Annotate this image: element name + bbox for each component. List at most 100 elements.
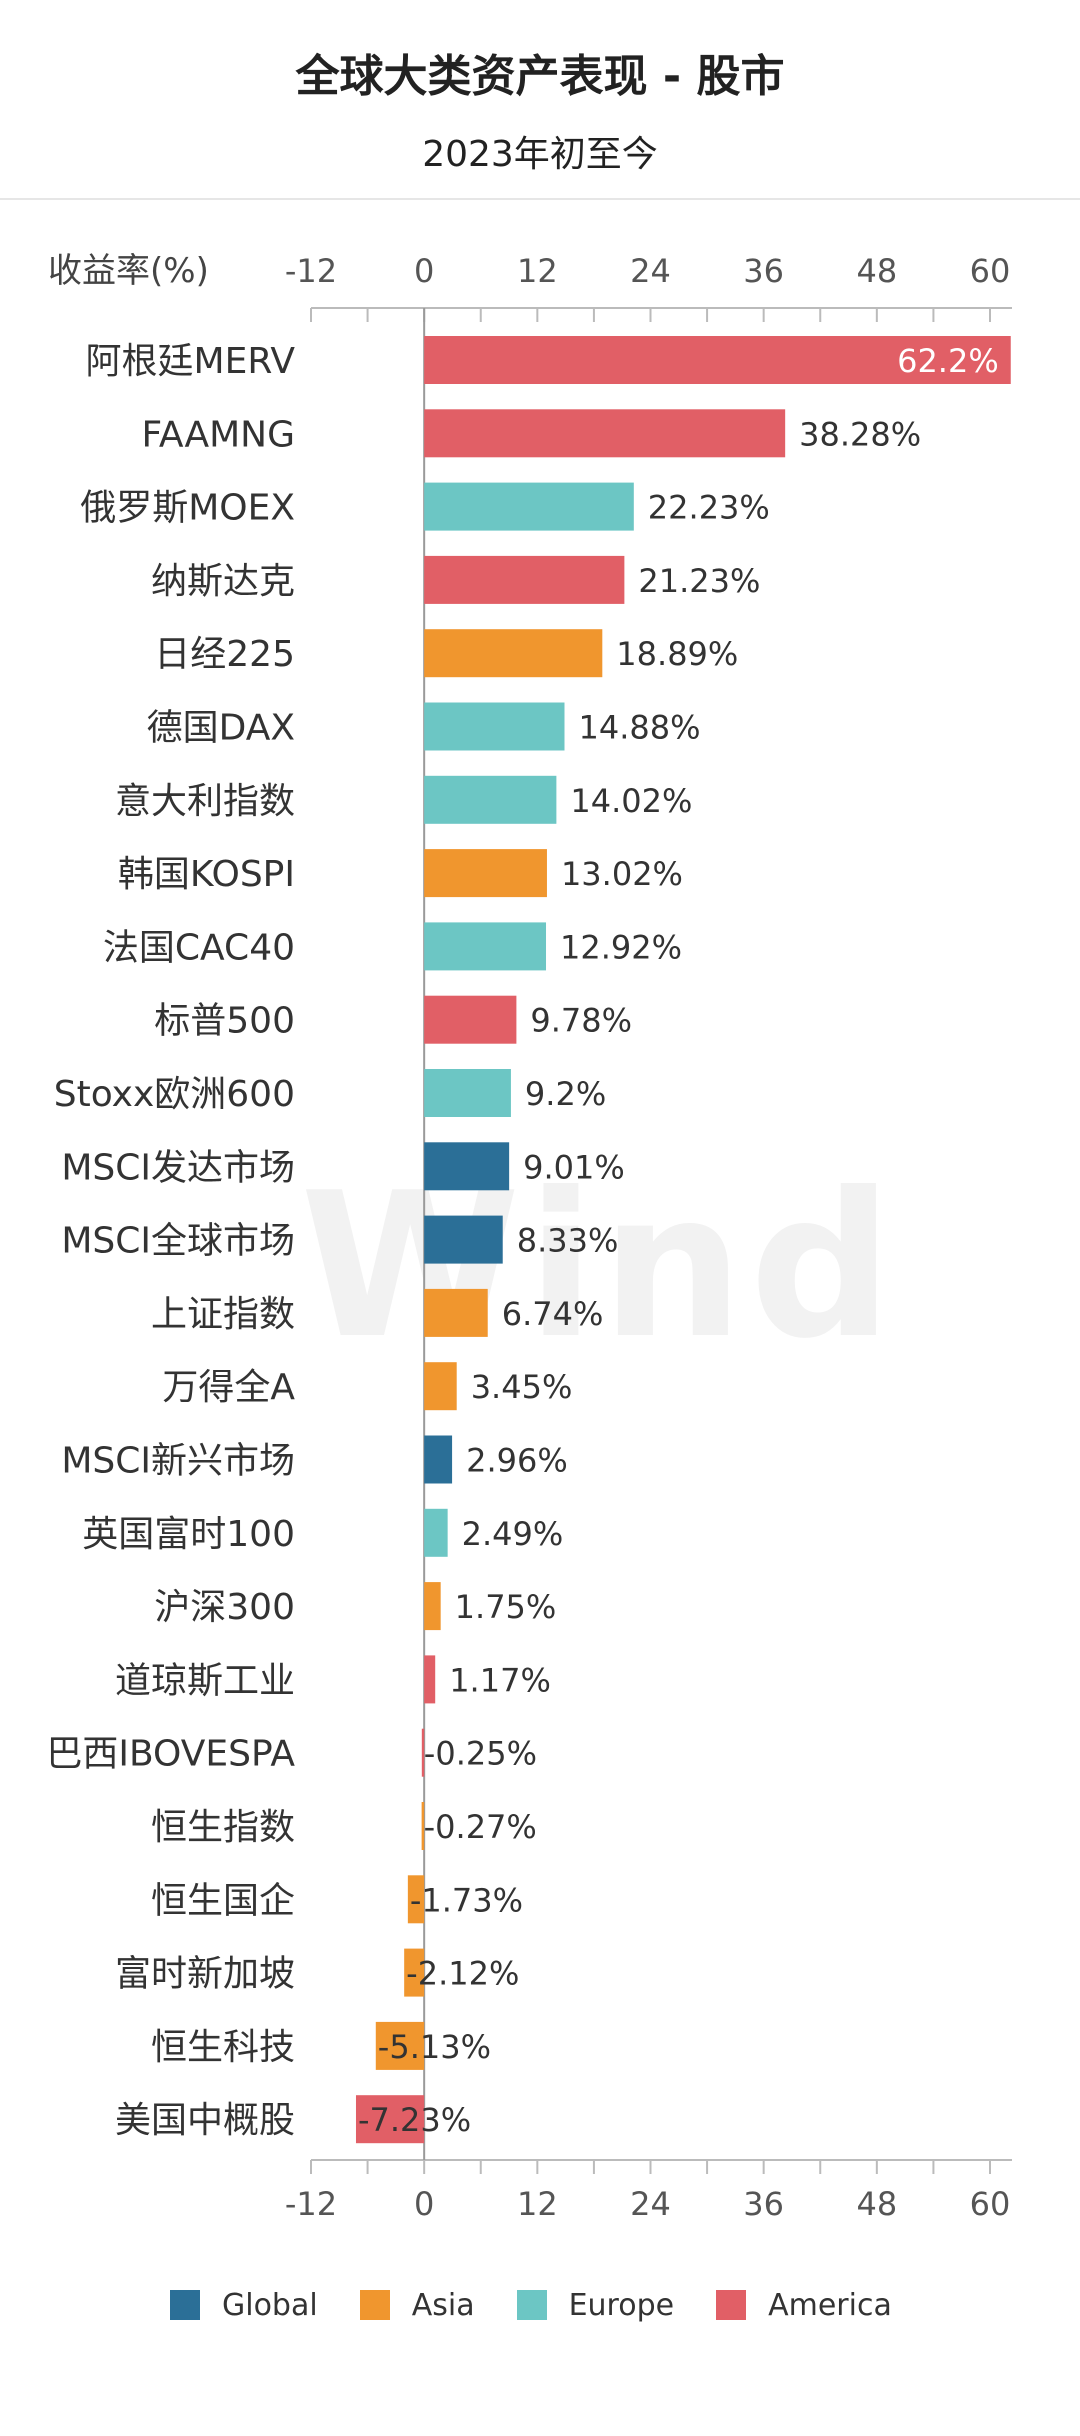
bar [404,1948,425,1997]
category-label: 恒生指数 [151,1807,295,1848]
top-tick-label: 12 [517,252,558,290]
bottom-tick-label: 60 [970,2185,1011,2223]
bar [424,702,565,751]
watermark: Wind [300,1150,899,1383]
category-label: 恒生国企 [151,1880,295,1921]
bar [424,1362,457,1411]
bottom-tick-label: 12 [517,2185,558,2223]
chart-header: 全球大类资产表现 - 股市 2023年初至今 [0,0,1080,200]
data-label: 22.23% [648,489,770,527]
category-label: 意大利指数 [115,781,295,822]
category-label: 巴西IBOVESPA [46,1734,295,1775]
bar [424,1142,510,1191]
top-tick-label: -12 [285,252,337,290]
legend-item-europe: Europe [516,2287,675,2323]
data-label: 1.17% [449,1661,551,1699]
bar [424,409,786,458]
category-label: 上证指数 [151,1294,295,1335]
legend-item-global: Global [170,2288,318,2323]
legend-swatch [359,2290,390,2320]
bar [375,2021,425,2070]
category-label: 英国富时100 [82,1514,295,1555]
bar [424,1288,488,1337]
bar [424,555,625,604]
category-label: 俄罗斯MOEX [80,488,295,529]
bar [424,1435,453,1484]
legend-label: Europe [568,2287,675,2323]
legend-swatch [170,2290,200,2320]
bar [424,1655,436,1704]
category-label: MSCI全球市场 [61,1221,295,1262]
top-tick-label: 36 [743,252,784,290]
bar [355,2095,425,2144]
category-label: 沪深300 [154,1587,295,1628]
category-label: 日经225 [154,634,295,675]
data-label: 38.28% [799,415,921,453]
axis-label: 收益率(%) [48,251,209,291]
top-tick-label: 24 [630,252,671,290]
bar [421,1728,425,1777]
bar [424,482,634,531]
bottom-tick-label: 0 [414,2185,434,2223]
top-tick-label: 60 [970,252,1011,290]
data-label: 9.01% [523,1148,625,1186]
category-label: 法国CAC40 [103,927,295,968]
data-label: 21.23% [638,562,760,600]
bar [424,1582,441,1631]
legend-label: Asia [411,2287,475,2323]
data-label: 14.02% [570,782,692,820]
legend-label: Global [222,2287,318,2323]
legend-swatch [516,2290,547,2320]
category-label: 道琼斯工业 [115,1660,295,1701]
bar [421,1802,425,1850]
bar [424,1215,503,1264]
bar [424,775,557,824]
bar [407,1875,425,1924]
legend-item-america: America [716,2288,892,2323]
category-label: Stoxx欧洲600 [54,1074,295,1115]
legend-swatch [716,2290,747,2320]
category-label: MSCI新兴市场 [61,1441,295,1482]
category-label: 富时新加坡 [115,1954,295,1995]
bottom-tick-label: 36 [743,2185,784,2223]
data-label: 8.33% [517,1222,619,1260]
top-tick-label: 48 [856,252,897,290]
chart-title: 全球大类资产表现 - 股市 [295,51,785,102]
data-label: -0.25% [424,1735,537,1773]
legend-label: America [768,2287,892,2323]
data-label: -7.23% [358,2101,471,2139]
bar [424,922,547,971]
top-tick-label: 0 [414,252,434,290]
data-label: 18.89% [616,635,738,673]
data-label: 62.2% [897,342,999,380]
data-label: -1.73% [410,1881,523,1919]
legend-item-asia: Asia [359,2287,475,2323]
data-label: 3.45% [471,1368,573,1406]
data-label: -0.27% [424,1808,537,1846]
data-label: 13.02% [561,855,683,893]
bar [424,629,603,678]
category-label: 标普500 [154,1001,295,1042]
bar [424,336,1011,384]
bar [424,849,547,898]
category-label: 万得全A [162,1367,295,1408]
category-label: 德国DAX [147,708,295,749]
category-label: 韩国KOSPI [118,854,295,895]
bar [424,995,517,1044]
category-label: FAAMNG [141,414,295,455]
category-label: 美国中概股 [115,2100,295,2141]
chart-subtitle: 2023年初至今 [422,134,658,175]
data-label: 2.96% [466,1442,568,1480]
bar [424,1508,448,1557]
category-label: 阿根廷MERV [86,341,296,382]
data-label: 6.74% [502,1295,604,1333]
data-label: -5.13% [378,2028,491,2066]
bottom-tick-label: 24 [630,2185,671,2223]
data-label: 9.2% [525,1075,606,1113]
chart-legend: Global Asia Europe America [170,2280,934,2330]
category-label: 恒生科技 [151,2027,295,2068]
data-label: 14.88% [578,709,700,747]
category-label: 纳斯达克 [151,561,295,602]
data-label: 2.49% [462,1515,564,1553]
